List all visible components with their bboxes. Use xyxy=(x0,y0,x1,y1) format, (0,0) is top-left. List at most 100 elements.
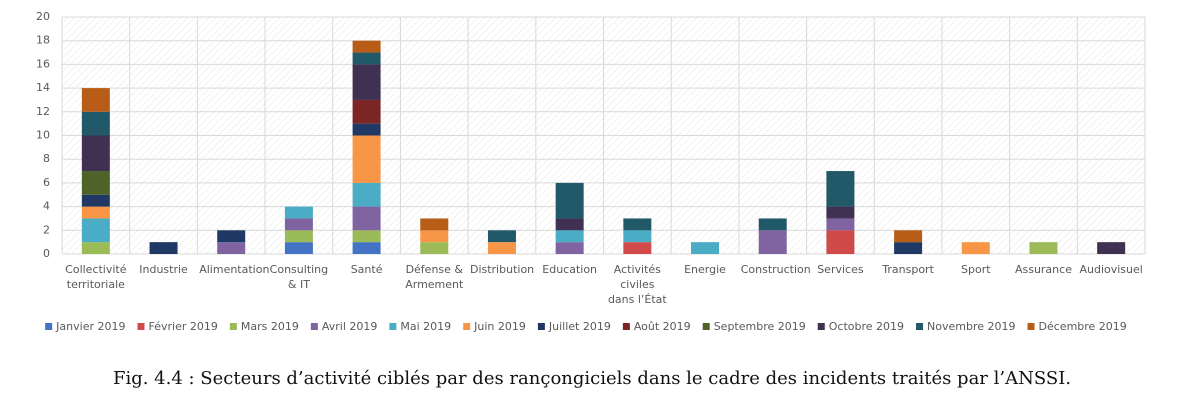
bar-segment xyxy=(555,218,584,231)
bar-segment xyxy=(623,230,652,243)
y-tick-label: 14 xyxy=(36,81,50,94)
bar-segment xyxy=(352,206,381,231)
bar-segment xyxy=(81,135,110,172)
y-tick-label: 2 xyxy=(43,223,50,236)
x-tick-label: Santé xyxy=(350,263,383,276)
legend-swatch xyxy=(702,323,710,330)
legend-label: Juillet 2019 xyxy=(548,320,611,333)
legend-swatch xyxy=(1027,323,1035,330)
bar-segment xyxy=(217,230,246,243)
y-tick-label: 18 xyxy=(36,34,50,47)
legend-swatch xyxy=(463,323,471,330)
bar-segment xyxy=(1029,242,1058,254)
bar-segment xyxy=(555,182,584,219)
bar-segment xyxy=(352,182,381,207)
legend-label: Septembre 2019 xyxy=(714,320,806,333)
x-tick-label: Industrie xyxy=(139,263,188,276)
bar-segment xyxy=(352,135,381,183)
y-tick-label: 8 xyxy=(43,152,50,165)
bar-segment xyxy=(894,242,923,254)
x-tick-label: Assurance xyxy=(1014,263,1072,276)
legend-label: Juin 2019 xyxy=(473,320,526,333)
bar-segment xyxy=(420,242,449,254)
y-tick-label: 6 xyxy=(43,176,50,189)
x-tick-label: Distribution xyxy=(469,263,535,276)
bar-segment xyxy=(1097,242,1126,254)
bar-segment xyxy=(826,171,855,207)
bar-segment xyxy=(352,40,381,53)
bar-segment xyxy=(81,111,110,136)
bar-segment xyxy=(555,230,584,243)
legend-swatch xyxy=(537,323,545,330)
legend-label: Décembre 2019 xyxy=(1039,320,1127,333)
bar-segment xyxy=(81,206,110,219)
bar-segment xyxy=(691,242,720,254)
bar-segment xyxy=(487,230,516,243)
bar-segment xyxy=(420,230,449,243)
legend-swatch xyxy=(310,323,318,330)
bar-segment xyxy=(81,171,110,195)
caption: Fig. 4.4 : Secteurs d’activité ciblés pa… xyxy=(112,368,1072,389)
x-tick-label: Activités civiles dans l’État xyxy=(607,263,667,306)
x-tick-label: Alimentation xyxy=(199,263,270,276)
legend-swatch xyxy=(622,323,630,330)
legend-swatch xyxy=(817,323,825,330)
bar-segment xyxy=(284,242,313,254)
x-tick-label: Education xyxy=(542,263,598,276)
bar-segment xyxy=(352,99,381,124)
legend-label: Février 2019 xyxy=(148,320,217,333)
legend-label: Août 2019 xyxy=(634,320,691,333)
bar-segment xyxy=(217,242,246,254)
y-tick-label: 4 xyxy=(43,200,50,213)
x-tick-label: Energie xyxy=(684,263,726,276)
y-tick-label: 0 xyxy=(43,247,50,260)
legend-label: Avril 2019 xyxy=(322,320,378,333)
y-tick-label: 16 xyxy=(36,57,50,70)
bar-segment xyxy=(352,230,381,243)
bar-segment xyxy=(352,64,381,100)
bar-segment xyxy=(623,242,652,254)
bar-segment xyxy=(149,242,178,254)
x-tick-label: Consulting & IT xyxy=(269,263,329,291)
x-tick-label: Construction xyxy=(740,263,811,276)
bar-segment xyxy=(81,242,110,254)
bar-segment xyxy=(555,242,584,254)
legend-swatch xyxy=(137,323,145,330)
bar-segment xyxy=(81,218,110,243)
bar-segment xyxy=(284,206,313,219)
legend-swatch xyxy=(229,323,237,330)
bar-segment xyxy=(758,230,787,254)
bar-segment xyxy=(352,123,381,136)
legend-label: Novembre 2019 xyxy=(927,320,1015,333)
legend-label: Octobre 2019 xyxy=(829,320,904,333)
bar-segment xyxy=(961,242,990,254)
x-tick-label: Collectivité territoriale xyxy=(65,263,127,291)
legend-label: Mars 2019 xyxy=(241,320,299,333)
legend-swatch xyxy=(389,323,397,330)
legend-swatch xyxy=(916,323,924,330)
x-tick-label: Transport xyxy=(882,263,934,276)
bar-segment xyxy=(284,218,313,231)
x-tick-label: Défense & Armement xyxy=(405,263,464,291)
bar-segment xyxy=(81,88,110,112)
y-tick-label: 20 xyxy=(36,10,50,23)
bar-segment xyxy=(826,218,855,231)
bar-segment xyxy=(487,242,516,254)
x-tick-label: Audiovisuel xyxy=(1079,263,1143,276)
bar-segment xyxy=(826,206,855,219)
legend-swatch xyxy=(45,323,53,330)
bar-segment xyxy=(352,242,381,254)
bar-segment xyxy=(352,52,381,65)
bar-segment xyxy=(623,218,652,231)
y-tick-label: 12 xyxy=(36,105,50,118)
bar-segment xyxy=(758,218,787,231)
legend-label: Janvier 2019 xyxy=(55,320,125,333)
bar-segment xyxy=(81,194,110,207)
x-tick-label: Sport xyxy=(961,263,991,276)
x-tick-label: Services xyxy=(817,263,864,276)
bar-segment xyxy=(420,218,449,231)
bar-segment xyxy=(284,230,313,243)
bar-segment xyxy=(894,230,923,243)
